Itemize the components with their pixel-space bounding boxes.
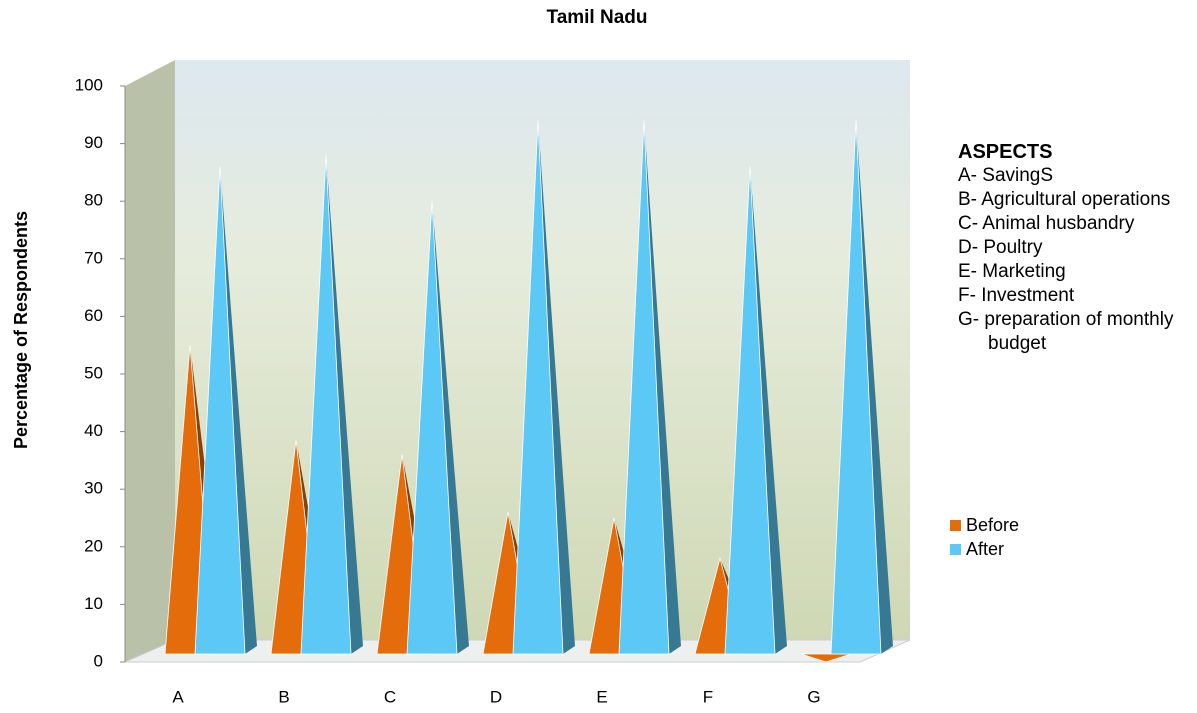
pyramid-side xyxy=(220,166,257,654)
x-tick-label: A xyxy=(172,687,184,706)
x-tick-label: G xyxy=(807,687,820,706)
pyramid xyxy=(194,166,246,655)
legend-label: Before xyxy=(966,515,1019,535)
pyramid-side xyxy=(750,166,787,654)
x-tick-label: C xyxy=(384,687,396,706)
x-tick-label: D xyxy=(490,687,502,706)
y-tick-label: 60 xyxy=(84,306,103,325)
y-tick-label: 100 xyxy=(75,75,103,94)
y-tick-label: 80 xyxy=(84,191,103,210)
y-tick-label: 0 xyxy=(94,651,103,670)
pyramid-side xyxy=(326,155,363,654)
aspect-item: B- Agricultural operations xyxy=(958,189,1171,210)
y-tick-label: 50 xyxy=(84,363,103,382)
y-tick-label: 30 xyxy=(84,479,103,498)
aspect-item: G- preparation of monthly budget xyxy=(958,309,1174,354)
pyramid xyxy=(800,653,852,663)
pyramid xyxy=(406,201,458,655)
pyramid xyxy=(724,166,776,655)
y-tick-label: 20 xyxy=(84,536,103,555)
y-tick-label: 90 xyxy=(84,133,103,152)
pyramid xyxy=(830,120,882,655)
aspect-item: C- Animal husbandry xyxy=(958,213,1135,234)
pyramid xyxy=(618,120,670,655)
legend-label: After xyxy=(966,539,1004,559)
legend-swatch xyxy=(950,520,961,531)
y-axis-label: Percentage of Respondents xyxy=(11,211,31,449)
x-tick-label: F xyxy=(703,687,713,706)
aspect-item: E- Marketing xyxy=(958,261,1066,282)
chart-title: Tamil Nadu xyxy=(547,7,648,28)
x-tick-label: B xyxy=(278,687,289,706)
aspect-item: D- Poultry xyxy=(958,237,1043,258)
pyramid-side xyxy=(538,120,575,654)
y-tick-label: 70 xyxy=(84,248,103,267)
pyramid xyxy=(512,120,564,655)
legend-swatch xyxy=(950,544,961,555)
aspect-item: A- SavingS xyxy=(958,165,1054,186)
y-tick-label: 10 xyxy=(84,594,103,613)
pyramid-side xyxy=(644,120,681,654)
aspects-title: ASPECTS xyxy=(958,141,1053,163)
y-tick-label: 40 xyxy=(84,421,103,440)
pyramid-side xyxy=(856,120,893,654)
side-wall xyxy=(125,60,175,662)
aspects: ASPECTS A- SavingS B- Agricultural operat… xyxy=(958,140,1193,356)
pyramid-side xyxy=(432,201,469,654)
x-tick-label: E xyxy=(596,687,607,706)
aspect-item: F- Investment xyxy=(958,285,1075,306)
pyramid xyxy=(300,155,352,655)
